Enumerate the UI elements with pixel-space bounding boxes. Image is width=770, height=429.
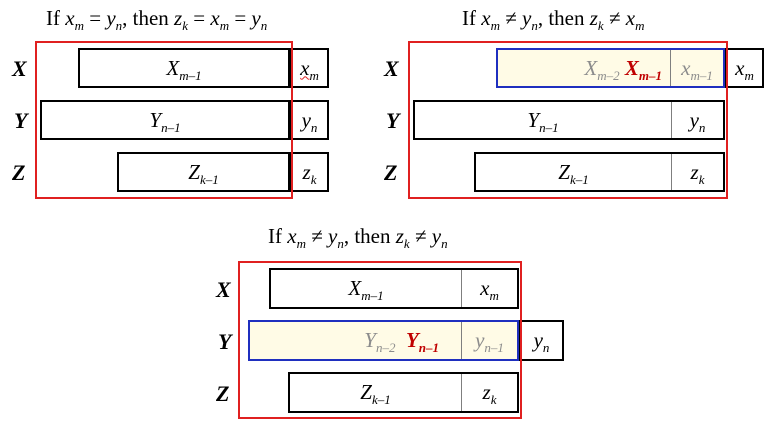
panel1-x-last-box: xm [290,48,329,88]
panel2-x-red-label: Xm–1 [624,55,662,83]
panel2-z-prefix-label: Zk–1 [558,159,589,187]
panel3-y-gray-label: Yn–2 [364,328,396,355]
panel1-x-prefix-box: Xm–1 [78,48,290,88]
panel1-z-prefix-label: Zk–1 [188,159,219,187]
panel2-y-last-label: yn [689,107,706,135]
panel3-row-label-x: X [216,277,231,302]
panel2-x-highlight-box: Xm–2 Xm–1 xm–1 [496,48,725,88]
panel3-z-last-cell: zk [461,374,517,411]
panel2-y-prefix-cell: Yn–1 [415,102,671,138]
panel3-z-box: Zk–1 zk [288,372,519,413]
panel3-x-last-cell: xm [461,270,517,307]
panel2-x-prefix-cell: Xm–2 Xm–1 [498,50,670,86]
panel2-x-second-last-label: xm–1 [681,55,713,83]
panel3-x-last-label: xm [480,276,499,303]
panel1-z-last-label: zk [302,159,317,187]
panel1-z-prefix-box: Zk–1 [117,152,290,192]
panel1-row-label-y: Y [14,108,28,133]
panel3-x-box: Xm–1 xm [269,268,519,309]
panel2-x-gray-label: Xm–2 [584,55,620,83]
panel2-row-label-z: Z [384,160,398,185]
panel1-row-label-x: X [12,56,27,81]
panel2-y-last-cell: yn [671,102,723,138]
panel2-z-box: Zk–1 zk [474,152,725,192]
panel2-title: If xm ≠ yn, then zk ≠ xm [462,6,645,33]
panel1-x-prefix-label: Xm–1 [166,55,202,83]
panel3-y-last-label: yn [533,328,550,355]
panel1-title: If xm = yn, then zk = xm = yn [46,6,268,33]
panel3-z-prefix-cell: Zk–1 [290,374,461,411]
panel3-row-label-y: Y [218,329,232,354]
panel3-title: If xm ≠ yn, then zk ≠ yn [268,224,448,251]
panel2-row-label-y: Y [386,108,400,133]
panel1-row-label-z: Z [12,160,26,185]
panel2-y-prefix-label: Yn–1 [527,107,559,135]
panel3-x-prefix-label: Xm–1 [348,276,384,303]
panel3-x-prefix-cell: Xm–1 [271,270,461,307]
panel3-y-prefix-cell: Yn–2 Yn–1 [250,322,461,359]
panel2-x-last-box: xm [725,48,764,88]
panel3-y-second-last-label: yn–1 [475,328,504,355]
panel2-z-prefix-cell: Zk–1 [476,154,671,190]
panel3-red-frame [238,261,522,419]
panel3-y-red-label: Yn–1 [405,328,439,355]
panel1-y-last-label: yn [301,107,318,135]
panel3-y-highlight-box: Yn–2 Yn–1 yn–1 [248,320,519,361]
panel3-row-label-z: Z [216,381,230,406]
panel2-row-label-x: X [384,56,399,81]
panel2-red-frame [408,41,728,199]
panel1-red-frame [35,41,293,199]
panel2-x-second-last-cell: xm–1 [670,50,723,86]
panel2-x-last-label: xm [735,55,754,83]
panel2-z-last-cell: zk [671,154,723,190]
panel1-y-prefix-box: Yn–1 [40,100,290,140]
panel1-z-last-box: zk [290,152,329,192]
panel3-z-prefix-label: Zk–1 [360,380,391,407]
panel3-y-last-box: yn [519,320,564,361]
panel3-z-last-label: zk [482,380,497,407]
panel2-y-box: Yn–1 yn [413,100,725,140]
panel3-y-second-last-cell: yn–1 [461,322,517,359]
panel2-z-last-label: zk [690,159,705,187]
panel1-y-last-box: yn [290,100,329,140]
panel1-x-last-label: xm [300,55,319,83]
panel1-y-prefix-label: Yn–1 [149,107,181,135]
